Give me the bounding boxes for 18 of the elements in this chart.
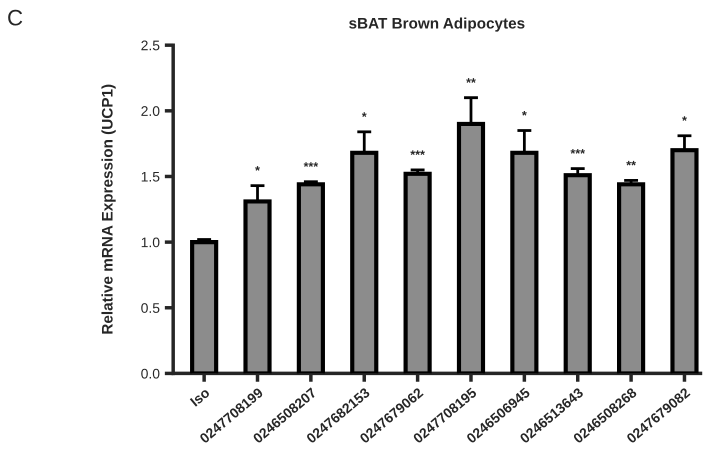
annotation: *	[362, 112, 367, 117]
y-tick-label: 0.5	[141, 303, 160, 313]
text: C	[8, 10, 22, 26]
y-tick-label: 0.0	[141, 368, 160, 379]
y-tick-label: 2.0	[141, 106, 160, 116]
chart-title: sBAT Brown Adipocytes	[349, 17, 524, 32]
y-axis-title: Relative mRNA Expression (UCP1)	[101, 84, 116, 334]
y-tick-label: 1.0	[142, 237, 160, 248]
annotation: ***	[304, 162, 318, 167]
y-tick-label: 1.5	[142, 172, 160, 182]
y-tick-label: 2.5	[141, 40, 160, 50]
annotation: *	[522, 110, 527, 116]
annotation: ***	[410, 150, 425, 156]
annotation: *	[682, 116, 687, 121]
annotation: **	[466, 78, 476, 83]
annotation: ***	[570, 149, 586, 154]
annotation: *	[255, 166, 260, 171]
annotation: **	[626, 160, 636, 166]
